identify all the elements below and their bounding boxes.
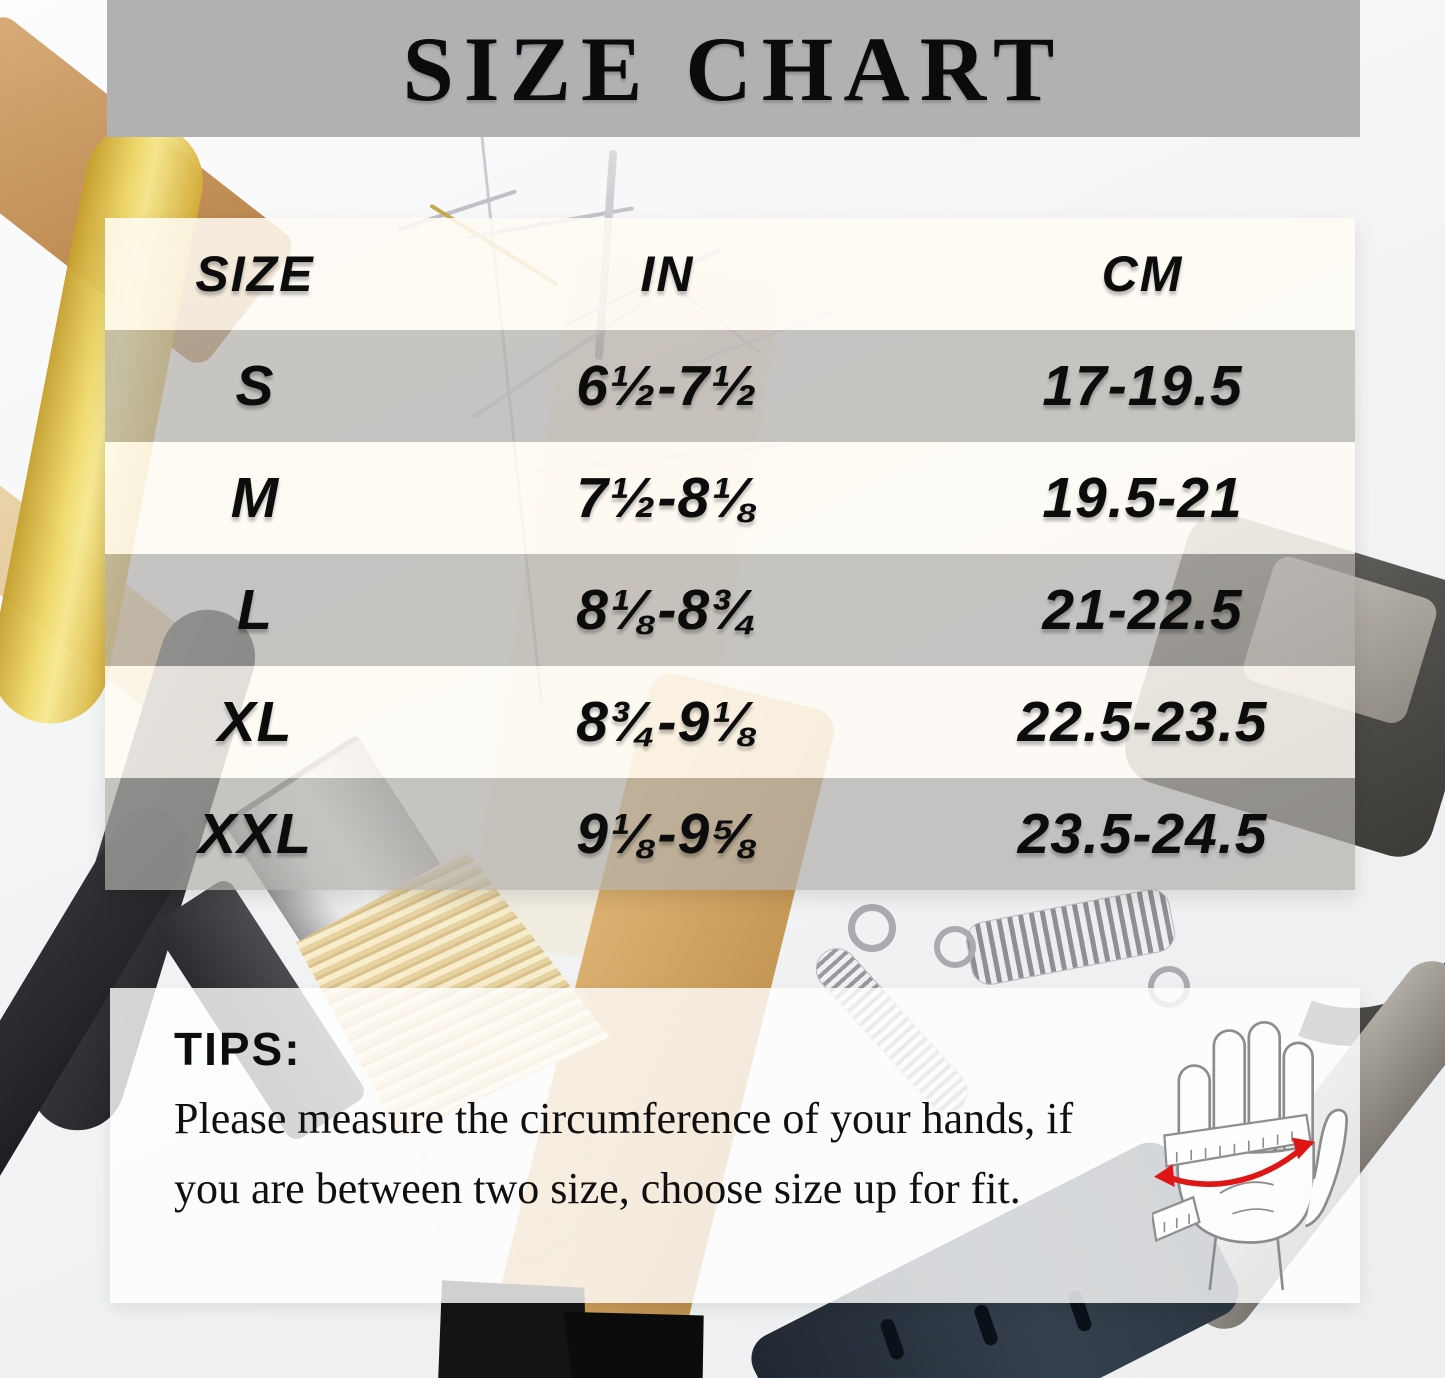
inches-cell: 8¾-9⅛ (576, 690, 759, 754)
palm-crease (1232, 1208, 1274, 1215)
photo-handle-slot (878, 1317, 906, 1362)
column-header-size: SIZE (195, 246, 315, 302)
centimeters-cell: 21-22.5 (1042, 578, 1243, 642)
tips-body: Please measure the circumference of your… (174, 1094, 1074, 1214)
centimeters-cell: 22.5-23.5 (1017, 690, 1268, 754)
table-row-xl: XL 8¾-9⅛ 22.5-23.5 (105, 666, 1355, 778)
inches-cell: 7½-8⅛ (576, 466, 759, 530)
tips-panel: TIPS: Please measure the circumference o… (110, 988, 1360, 1303)
title-bar: SIZE CHART (107, 0, 1360, 137)
table-row-s: S 6½-7½ 17-19.5 (105, 330, 1355, 442)
centimeters-cell: 23.5-24.5 (1017, 802, 1268, 866)
column-header-cm: CM (1101, 246, 1184, 302)
photo-spring-eye (934, 926, 976, 968)
photo-spring-eye (848, 904, 896, 952)
thumb (1304, 1108, 1348, 1228)
centimeters-cell: 19.5-21 (1042, 466, 1243, 530)
size-cell: M (230, 466, 280, 530)
page-title: SIZE CHART (402, 17, 1065, 120)
tips-heading: TIPS: (174, 1023, 302, 1075)
size-cell: XL (217, 690, 293, 754)
wrist-line (1276, 1238, 1285, 1291)
inches-cell: 9⅛-9⅝ (576, 802, 759, 866)
column-header-in: IN (640, 246, 695, 302)
size-cell: XXL (198, 802, 312, 866)
table-row-l: L 8⅛-8¾ 21-22.5 (105, 554, 1355, 666)
red-measure-arrow (1154, 1137, 1315, 1187)
size-table: SIZE IN CM S 6½-7½ 17-19.5 M 7½-8⅛ 19.5-… (105, 218, 1355, 890)
hand-measure-icon (1152, 1020, 1348, 1291)
table-row-xxl: XXL 9⅛-9⅝ 23.5-24.5 (105, 778, 1355, 890)
size-cell: S (235, 354, 275, 418)
inches-cell: 6½-7½ (576, 354, 759, 418)
wrist-line (1208, 1236, 1218, 1291)
measuring-tape (1152, 1113, 1312, 1243)
palm-crease (1219, 1181, 1274, 1194)
centimeters-cell: 17-19.5 (1042, 354, 1243, 418)
photo-spring (963, 887, 1178, 987)
size-cell: L (237, 578, 273, 642)
photo-handle-slot (972, 1302, 1000, 1348)
table-row-m: M 7½-8⅛ 19.5-21 (105, 442, 1355, 554)
table-header-row: SIZE IN CM (105, 218, 1355, 330)
inches-cell: 8⅛-8¾ (576, 578, 759, 642)
